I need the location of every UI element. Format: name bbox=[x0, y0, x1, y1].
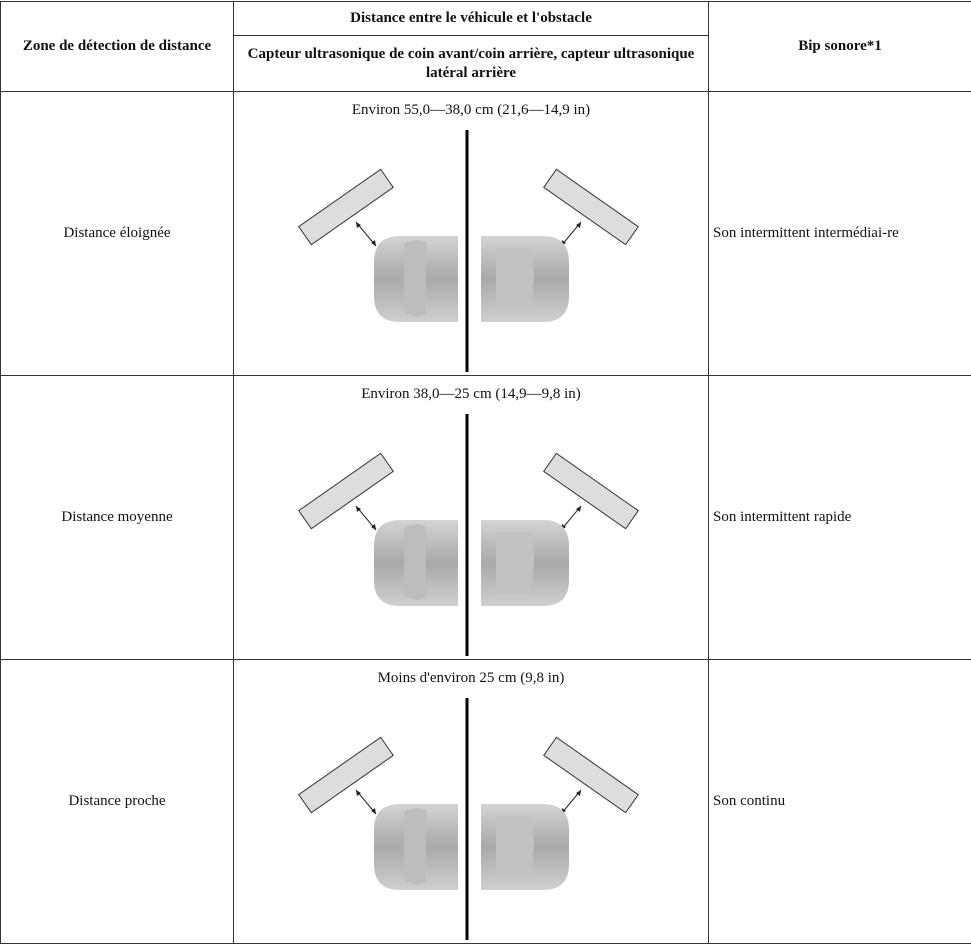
distance-text: Environ 38,0—25 cm (14,9—9,8 in) bbox=[234, 386, 708, 406]
table-body: Distance éloignée Environ 55,0—38,0 cm (… bbox=[1, 92, 971, 944]
distance-text: Environ 55,0—38,0 cm (21,6—14,9 in) bbox=[234, 102, 708, 122]
table-row: Distance éloignée Environ 55,0—38,0 cm (… bbox=[1, 92, 971, 376]
beep-cell: Son intermittent rapide bbox=[709, 376, 971, 660]
beep-cell: Son intermittent intermédiai-re bbox=[709, 92, 971, 376]
diagram bbox=[234, 406, 709, 658]
beep-text: Son intermittent rapide bbox=[713, 508, 909, 527]
header-sensor: Capteur ultrasonique de coin avant/coin … bbox=[234, 36, 709, 92]
beep-cell: Son continu bbox=[709, 660, 971, 944]
distance-cell: Environ 55,0—38,0 cm (21,6—14,9 in) bbox=[234, 92, 709, 376]
distance-cell: Environ 38,0—25 cm (14,9—9,8 in) bbox=[234, 376, 709, 660]
beep-text: Son continu bbox=[713, 792, 909, 811]
distance-text: Moins d'environ 25 cm (9,8 in) bbox=[234, 670, 708, 690]
beep-text: Son intermittent intermédiai-re bbox=[713, 224, 909, 243]
zone-cell: Distance moyenne bbox=[1, 376, 234, 660]
header-zone: Zone de détection de distance bbox=[1, 2, 234, 92]
distance-cell: Moins d'environ 25 cm (9,8 in) bbox=[234, 660, 709, 944]
header-beep: Bip sonore*1 bbox=[709, 2, 971, 92]
zone-cell: Distance éloignée bbox=[1, 92, 234, 376]
zone-cell: Distance proche bbox=[1, 660, 234, 944]
diagram bbox=[234, 690, 709, 942]
header-distance: Distance entre le véhicule et l'obstacle bbox=[234, 2, 709, 36]
table-row: Distance proche Moins d'environ 25 cm (9… bbox=[1, 660, 971, 944]
table-row: Distance moyenne Environ 38,0—25 cm (14,… bbox=[1, 376, 971, 660]
diagram bbox=[234, 122, 709, 374]
